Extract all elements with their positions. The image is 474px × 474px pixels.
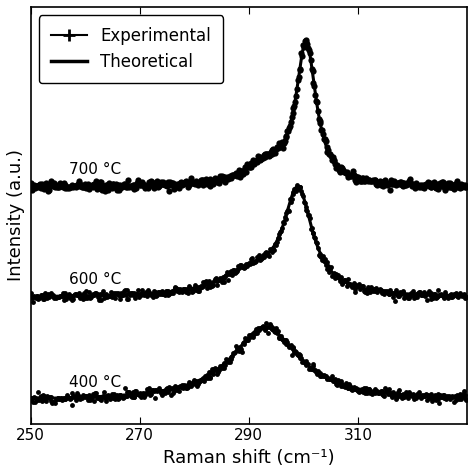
- Text: 400 °C: 400 °C: [69, 375, 121, 391]
- Y-axis label: Intensity (a.u.): Intensity (a.u.): [7, 149, 25, 281]
- X-axis label: Raman shift (cm⁻¹): Raman shift (cm⁻¹): [163, 449, 335, 467]
- Legend: Experimental, Theoretical: Experimental, Theoretical: [39, 15, 223, 83]
- Text: 700 °C: 700 °C: [69, 162, 121, 177]
- Text: 600 °C: 600 °C: [69, 272, 121, 287]
